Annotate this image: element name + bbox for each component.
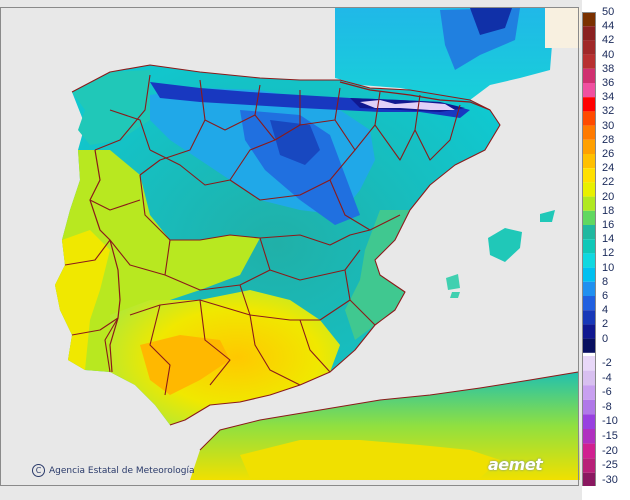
legend-swatch [582, 40, 596, 55]
legend-swatch [582, 139, 596, 154]
galicia-region [72, 70, 150, 145]
legend-swatch [582, 472, 596, 486]
credit-text: Agencia Estatal de Meteorología [49, 465, 195, 476]
east-coast-region [345, 210, 410, 340]
legend-swatch [582, 26, 596, 41]
legend-swatch [582, 399, 596, 415]
legend-label: 22 [602, 176, 615, 189]
legend-label: -2 [602, 357, 612, 369]
guadalquivir-hot-region [140, 335, 230, 395]
aemet-logo: aemet [488, 455, 543, 474]
legend-label: 14 [602, 233, 615, 246]
legend-swatch [582, 458, 596, 473]
legend-label: 8 [602, 275, 609, 288]
formentera-island [450, 292, 460, 298]
legend-swatch [582, 239, 596, 254]
legend-label: 30 [602, 119, 615, 132]
legend-swatch [582, 414, 596, 429]
legend-swatch [582, 225, 596, 240]
west-warm-region [55, 150, 260, 372]
legend-swatch [582, 370, 596, 386]
mallorca-island [488, 228, 522, 262]
legend-swatch [582, 385, 596, 400]
legend-label: 10 [602, 261, 615, 274]
legend-label: -8 [602, 400, 612, 413]
legend-swatch [582, 324, 596, 339]
legend-swatch [582, 168, 596, 183]
legend-label: -30 [602, 473, 618, 486]
pyrenees-snow [360, 100, 455, 110]
legend-label: 42 [602, 34, 615, 47]
menorca-island [540, 210, 555, 222]
legend-swatch [582, 111, 596, 126]
legend-label: 20 [602, 190, 615, 203]
legend-label: 44 [602, 20, 615, 33]
legend-label: -6 [602, 386, 612, 399]
legend-swatch [582, 253, 596, 268]
legend-label: 16 [602, 219, 615, 231]
legend-label: 24 [602, 162, 615, 175]
legend-swatch [582, 12, 596, 27]
province-borders [64, 64, 501, 426]
legend-label: -15 [602, 430, 618, 442]
legend-swatch [582, 356, 596, 371]
legend-label: 12 [602, 247, 615, 260]
legend-label: 40 [602, 48, 615, 61]
legend-swatch [582, 296, 596, 311]
legend-label: 50 [602, 6, 615, 18]
map-frame [0, 7, 579, 486]
italy-edge [545, 8, 580, 48]
legend-frame [582, 12, 596, 486]
legend-swatch [582, 97, 596, 112]
legend-swatch [582, 210, 596, 225]
legend-swatch [582, 83, 596, 98]
legend-label: -10 [602, 415, 618, 428]
legend-swatch [582, 68, 596, 83]
portugal-yellow-region [55, 230, 110, 370]
legend-label: 28 [602, 133, 615, 146]
africa-warm-region [240, 440, 500, 478]
legend-label: 34 [602, 91, 615, 104]
legend-swatch [582, 182, 596, 197]
legend-swatch [582, 54, 596, 69]
legend-swatch [582, 443, 596, 459]
legend-swatch [582, 196, 596, 211]
legend-label: 36 [602, 77, 615, 89]
legend-swatch [582, 154, 596, 169]
legend-label: 32 [602, 105, 615, 118]
africa-coastline [199, 371, 579, 451]
alps-core-region [470, 8, 512, 35]
legend-label: -4 [602, 371, 612, 384]
pyrenees-border [339, 81, 491, 111]
legend-swatch [582, 429, 596, 444]
credit-line: C Agencia Estatal de Meteorología [32, 464, 195, 477]
legend-label: 0 [602, 332, 609, 345]
ibiza-island [446, 274, 460, 290]
legend-label: 4 [602, 304, 609, 317]
copyright-icon: C [32, 464, 45, 477]
legend-label: 2 [602, 318, 609, 331]
legend-swatch [582, 310, 596, 325]
legend-label: 6 [602, 290, 609, 302]
legend-label: 18 [602, 204, 615, 217]
portugal-border [89, 149, 121, 373]
legend-label: 38 [602, 62, 615, 75]
legend-swatch [582, 125, 596, 140]
legend-swatch [582, 281, 596, 296]
legend-label: -25 [602, 459, 618, 472]
legend-swatch [582, 338, 596, 353]
legend-label: -20 [602, 444, 618, 457]
soria-cold-core [270, 120, 320, 165]
temperature-legend [582, 12, 596, 486]
legend-label: 26 [602, 148, 615, 160]
legend-swatch [582, 267, 596, 282]
iberian-system-cold-region [240, 110, 360, 225]
